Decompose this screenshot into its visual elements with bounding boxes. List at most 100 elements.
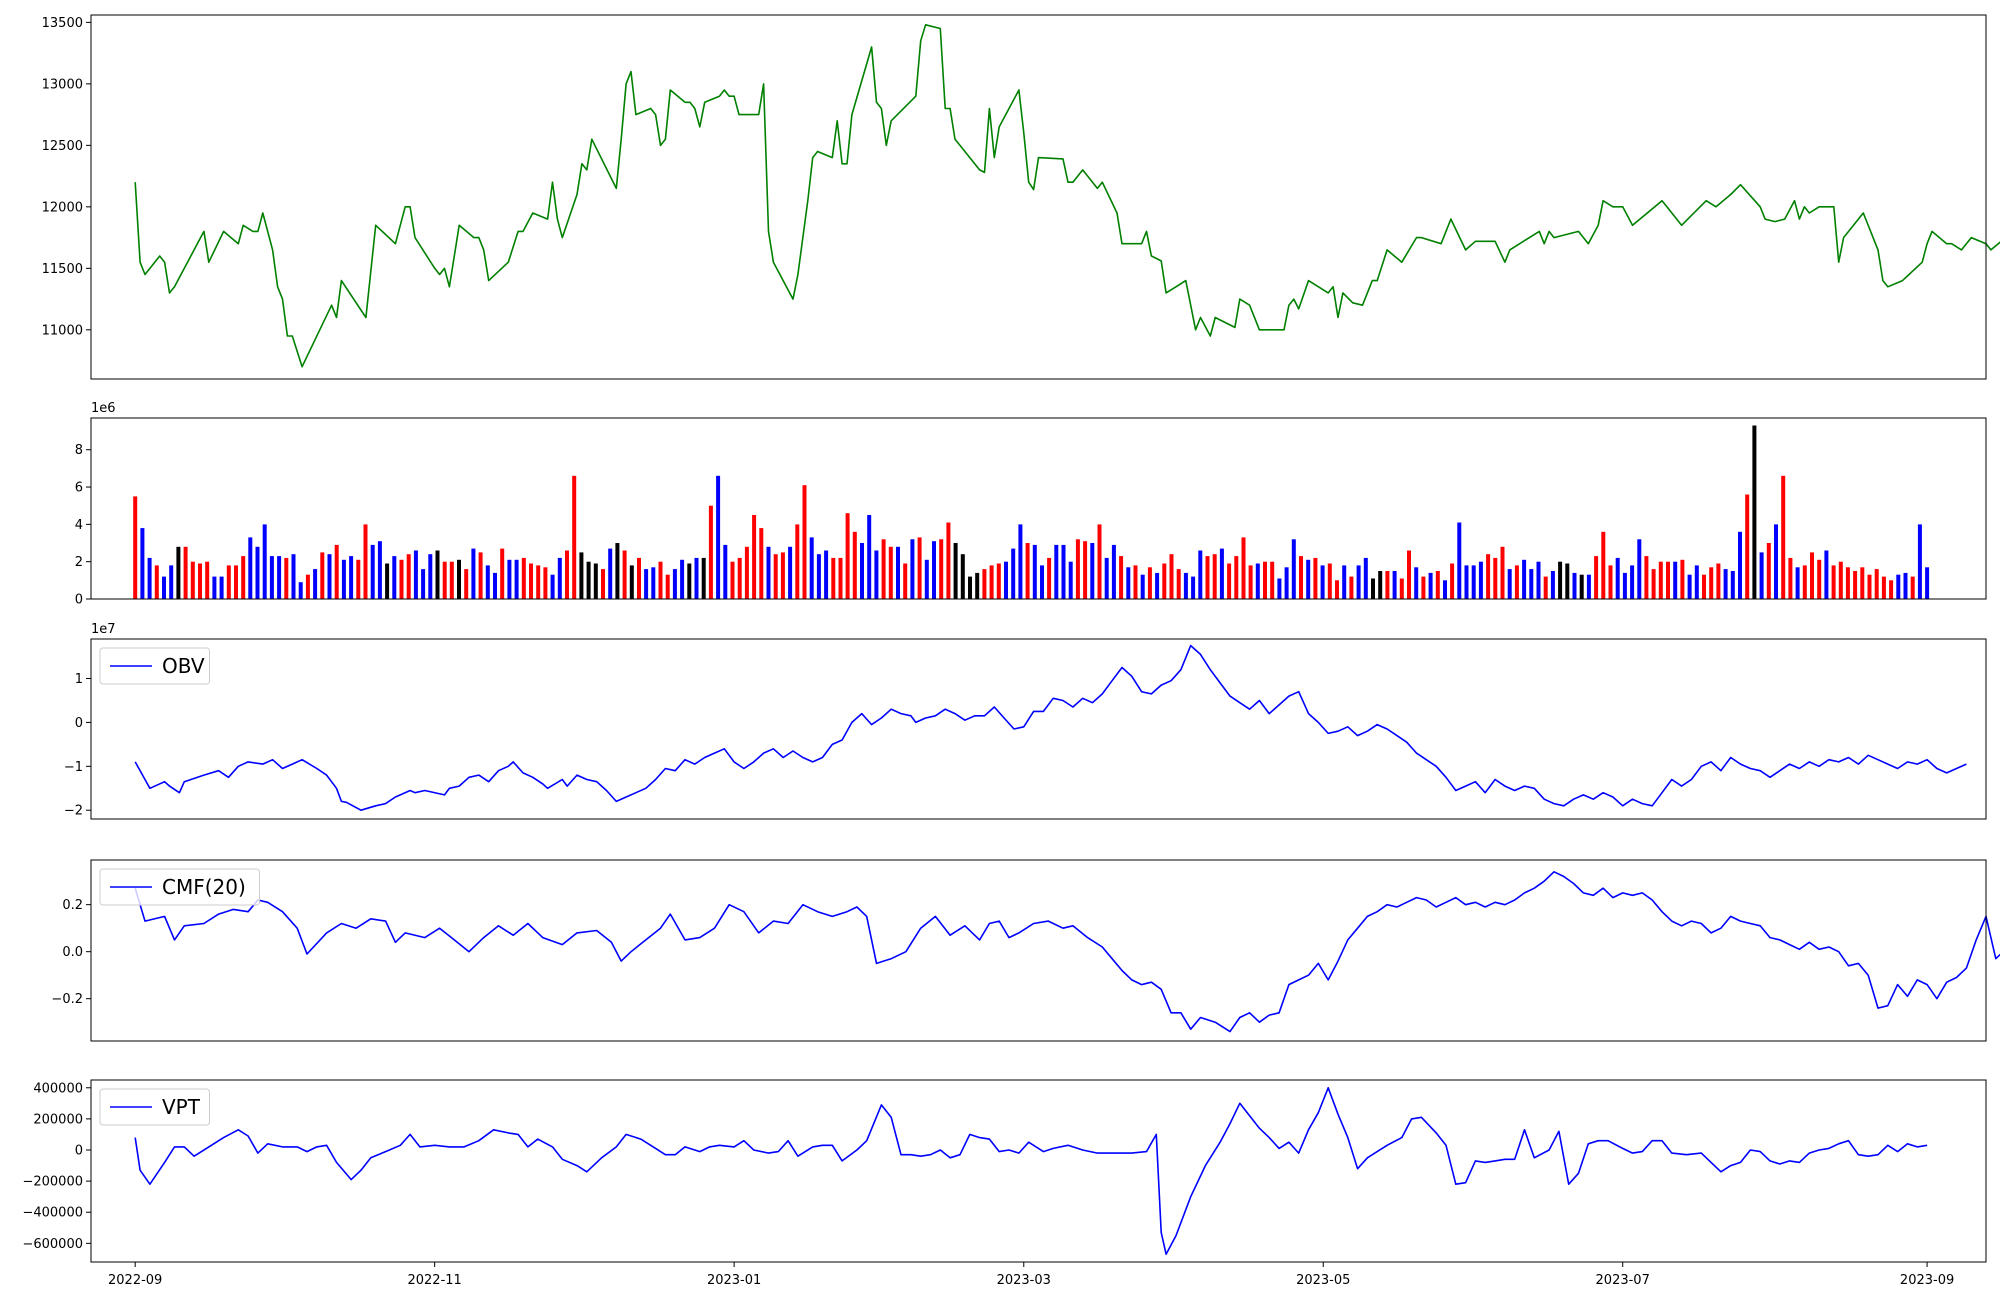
- volume-bar: [1651, 569, 1656, 599]
- volume-bar: [1443, 580, 1447, 599]
- volume-bar: [1522, 559, 1527, 599]
- volume-bar: [1910, 576, 1915, 599]
- volume-bar: [1759, 552, 1764, 599]
- volume-bar: [1363, 557, 1368, 599]
- volume-bar: [687, 563, 692, 599]
- volume-bar: [1421, 576, 1426, 599]
- volume-bar: [1327, 563, 1332, 599]
- volume-bar: [1313, 557, 1318, 599]
- y-tick-label: 11500: [42, 262, 83, 277]
- x-tick-label: 2022-11: [407, 1273, 461, 1288]
- volume-bar: [1263, 561, 1267, 599]
- volume-bar: [1637, 539, 1642, 599]
- y-tick-label: 0: [75, 716, 83, 731]
- volume-bar: [651, 567, 656, 599]
- y-tick-label: 8: [75, 443, 83, 458]
- volume-bar: [989, 565, 994, 599]
- volume-bar: [968, 576, 972, 599]
- volume-bar: [1824, 550, 1829, 599]
- volume-bar: [500, 548, 505, 599]
- volume-bar: [1414, 567, 1419, 599]
- y-tick-label: −0.2: [51, 992, 83, 1007]
- volume-bar: [1702, 574, 1706, 599]
- volume-bar: [1378, 571, 1383, 599]
- volume-bar: [665, 574, 670, 599]
- volume-bar: [1471, 565, 1476, 599]
- volume-bar: [644, 569, 649, 599]
- volume-bar: [320, 552, 325, 599]
- volume-bar: [924, 559, 929, 599]
- axis-offset-label: 1e6: [91, 401, 116, 416]
- price-series-line: [134, 24, 2000, 368]
- volume-bar: [1054, 544, 1059, 599]
- volume-bar: [586, 561, 591, 599]
- volume-bar: [773, 554, 778, 599]
- volume-bar: [1558, 561, 1563, 599]
- volume-bar: [1903, 572, 1908, 599]
- volume-bar: [1536, 561, 1541, 599]
- volume-bar: [1371, 578, 1375, 599]
- volume-bar: [1205, 556, 1210, 599]
- y-tick-label: 400000: [33, 1081, 83, 1096]
- volume-bar: [672, 569, 677, 599]
- volume-bar: [946, 522, 951, 599]
- volume-bar: [759, 528, 764, 599]
- volume-bar: [1270, 561, 1275, 599]
- volume-bar: [543, 567, 548, 599]
- volume-bar: [593, 563, 598, 599]
- volume-bar: [1781, 475, 1786, 599]
- volume-bar: [996, 563, 1001, 599]
- y-tick-label: 200000: [33, 1112, 83, 1127]
- volume-bar: [514, 559, 519, 599]
- x-tick-label: 2022-09: [108, 1273, 162, 1288]
- volume-bar: [1586, 574, 1591, 599]
- obv-series-line: [134, 644, 1967, 811]
- volume-bar: [1709, 567, 1714, 599]
- volume-bar: [1802, 565, 1807, 599]
- y-tick-label: 0.2: [62, 898, 83, 913]
- volume-bar: [1896, 574, 1901, 599]
- y-tick-label: 13000: [42, 77, 83, 92]
- volume-bar: [1673, 561, 1678, 599]
- volume-bar: [485, 565, 490, 599]
- volume-bar: [795, 524, 800, 599]
- volume-bar: [1874, 569, 1879, 599]
- volume-bar: [457, 559, 461, 599]
- volume-bar: [493, 572, 497, 599]
- volume-bar: [1025, 543, 1030, 599]
- y-tick-label: 11000: [42, 323, 83, 338]
- volume-bar: [1075, 539, 1080, 599]
- legend: CMF(20): [99, 868, 260, 906]
- volume-bar: [1349, 576, 1354, 599]
- x-tick-label: 2023-09: [1900, 1273, 1954, 1288]
- volume-bar: [1097, 524, 1102, 599]
- volume-bar: [1514, 565, 1519, 599]
- volume-bar: [1147, 567, 1152, 599]
- volume-bar: [1169, 554, 1174, 599]
- volume-bar: [1529, 569, 1534, 599]
- volume-bar: [1687, 574, 1692, 599]
- volume-bar: [162, 576, 166, 599]
- volume-bar: [1032, 544, 1037, 599]
- y-tick-label: −1: [64, 760, 83, 775]
- volume-bar: [752, 515, 757, 599]
- volume-bar: [694, 557, 699, 599]
- volume-bar: [716, 475, 721, 599]
- volume-bar: [1155, 572, 1160, 599]
- volume-bar: [1579, 574, 1584, 599]
- volume-bar: [888, 546, 893, 599]
- volume-bar: [1917, 524, 1922, 599]
- volume-bar: [449, 561, 454, 599]
- volume-bar: [392, 556, 397, 599]
- volume-bar: [176, 546, 181, 599]
- volume-bar: [1795, 567, 1800, 599]
- axes-frame: [90, 417, 1987, 600]
- volume-bar: [1845, 567, 1850, 599]
- volume-bar: [788, 546, 793, 599]
- x-tick-label: 2023-01: [707, 1273, 761, 1288]
- volume-bar: [903, 563, 908, 599]
- axes-frame: [90, 859, 1987, 1042]
- volume-bar: [1435, 571, 1440, 599]
- volume-bar: [248, 537, 253, 599]
